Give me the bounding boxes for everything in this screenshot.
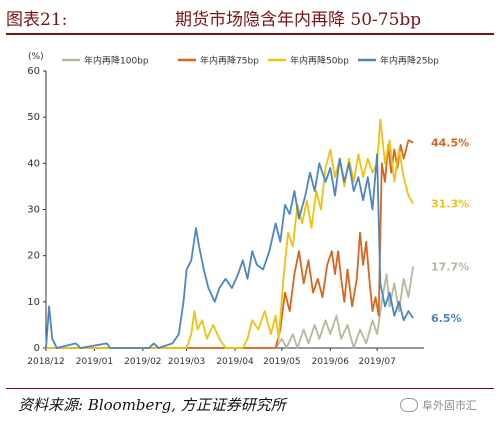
bottom-rule	[6, 388, 494, 389]
wechat-icon	[400, 398, 418, 412]
y-tick-label: 20	[27, 251, 40, 262]
x-tick-label: 2019/02	[124, 357, 161, 367]
x-tick-label: 2019/01	[76, 357, 113, 367]
legend-label: 年内再降25bp	[380, 55, 439, 67]
series-line	[46, 139, 414, 349]
y-tick-label: 0	[34, 343, 40, 354]
x-tick-label: 2019/03	[168, 357, 205, 367]
x-tick-label: 2019/04	[216, 357, 254, 367]
watermark: 阜外固市汇	[400, 397, 477, 413]
figure-header: 图表21: 期货市场隐含年内再降 50-75bp	[0, 0, 500, 33]
legend-label: 年内再降100bp	[84, 55, 149, 67]
end-value-label: 6.5%	[431, 312, 462, 325]
top-rule	[6, 33, 494, 35]
chart-title: 期货市场隐含年内再降 50-75bp	[175, 10, 422, 30]
source-note: 资料来源: Bloomberg, 方正证券研究所	[18, 396, 286, 414]
line-chart: (%) 0 10 20 30 40 50 60 2018/12 2019/01 2019/02 201…	[27, 52, 469, 367]
series-line	[46, 266, 414, 349]
series-line	[46, 118, 414, 349]
legend-label: 年内再降75bp	[200, 55, 259, 67]
end-value-label: 31.3%	[431, 197, 469, 210]
y-tick-label: 40	[27, 158, 40, 169]
chart-axes: (%) 0 10 20 30 40 50 60 2018/12 2019/01 2019/02 201…	[27, 52, 424, 367]
watermark-text: 阜外固市汇	[422, 399, 477, 412]
y-tick-label: 60	[27, 66, 40, 77]
y-tick-label: 50	[27, 112, 40, 123]
y-tick-label: 30	[27, 205, 40, 216]
series-line	[45, 153, 414, 349]
x-tick-label: 2019/07	[358, 357, 395, 367]
figure-label: 图表21:	[6, 10, 68, 30]
x-tick-label: 2019/05	[263, 357, 300, 367]
chart-legend: 年内再降100bp 年内再降75bp 年内再降50bp 年内再降25bp	[62, 55, 439, 67]
x-tick-label: 2019/06	[312, 357, 350, 367]
x-tick-label: 2018/12	[27, 357, 64, 367]
chart-end-labels: 17.7% 44.5% 31.3% 6.5%	[431, 137, 469, 325]
end-value-label: 44.5%	[431, 137, 469, 150]
legend-label: 年内再降50bp	[290, 55, 349, 67]
y-tick-label: 10	[27, 297, 40, 308]
chart-lines	[45, 118, 414, 349]
y-axis-unit: (%)	[28, 52, 44, 62]
end-value-label: 17.7%	[431, 260, 469, 273]
